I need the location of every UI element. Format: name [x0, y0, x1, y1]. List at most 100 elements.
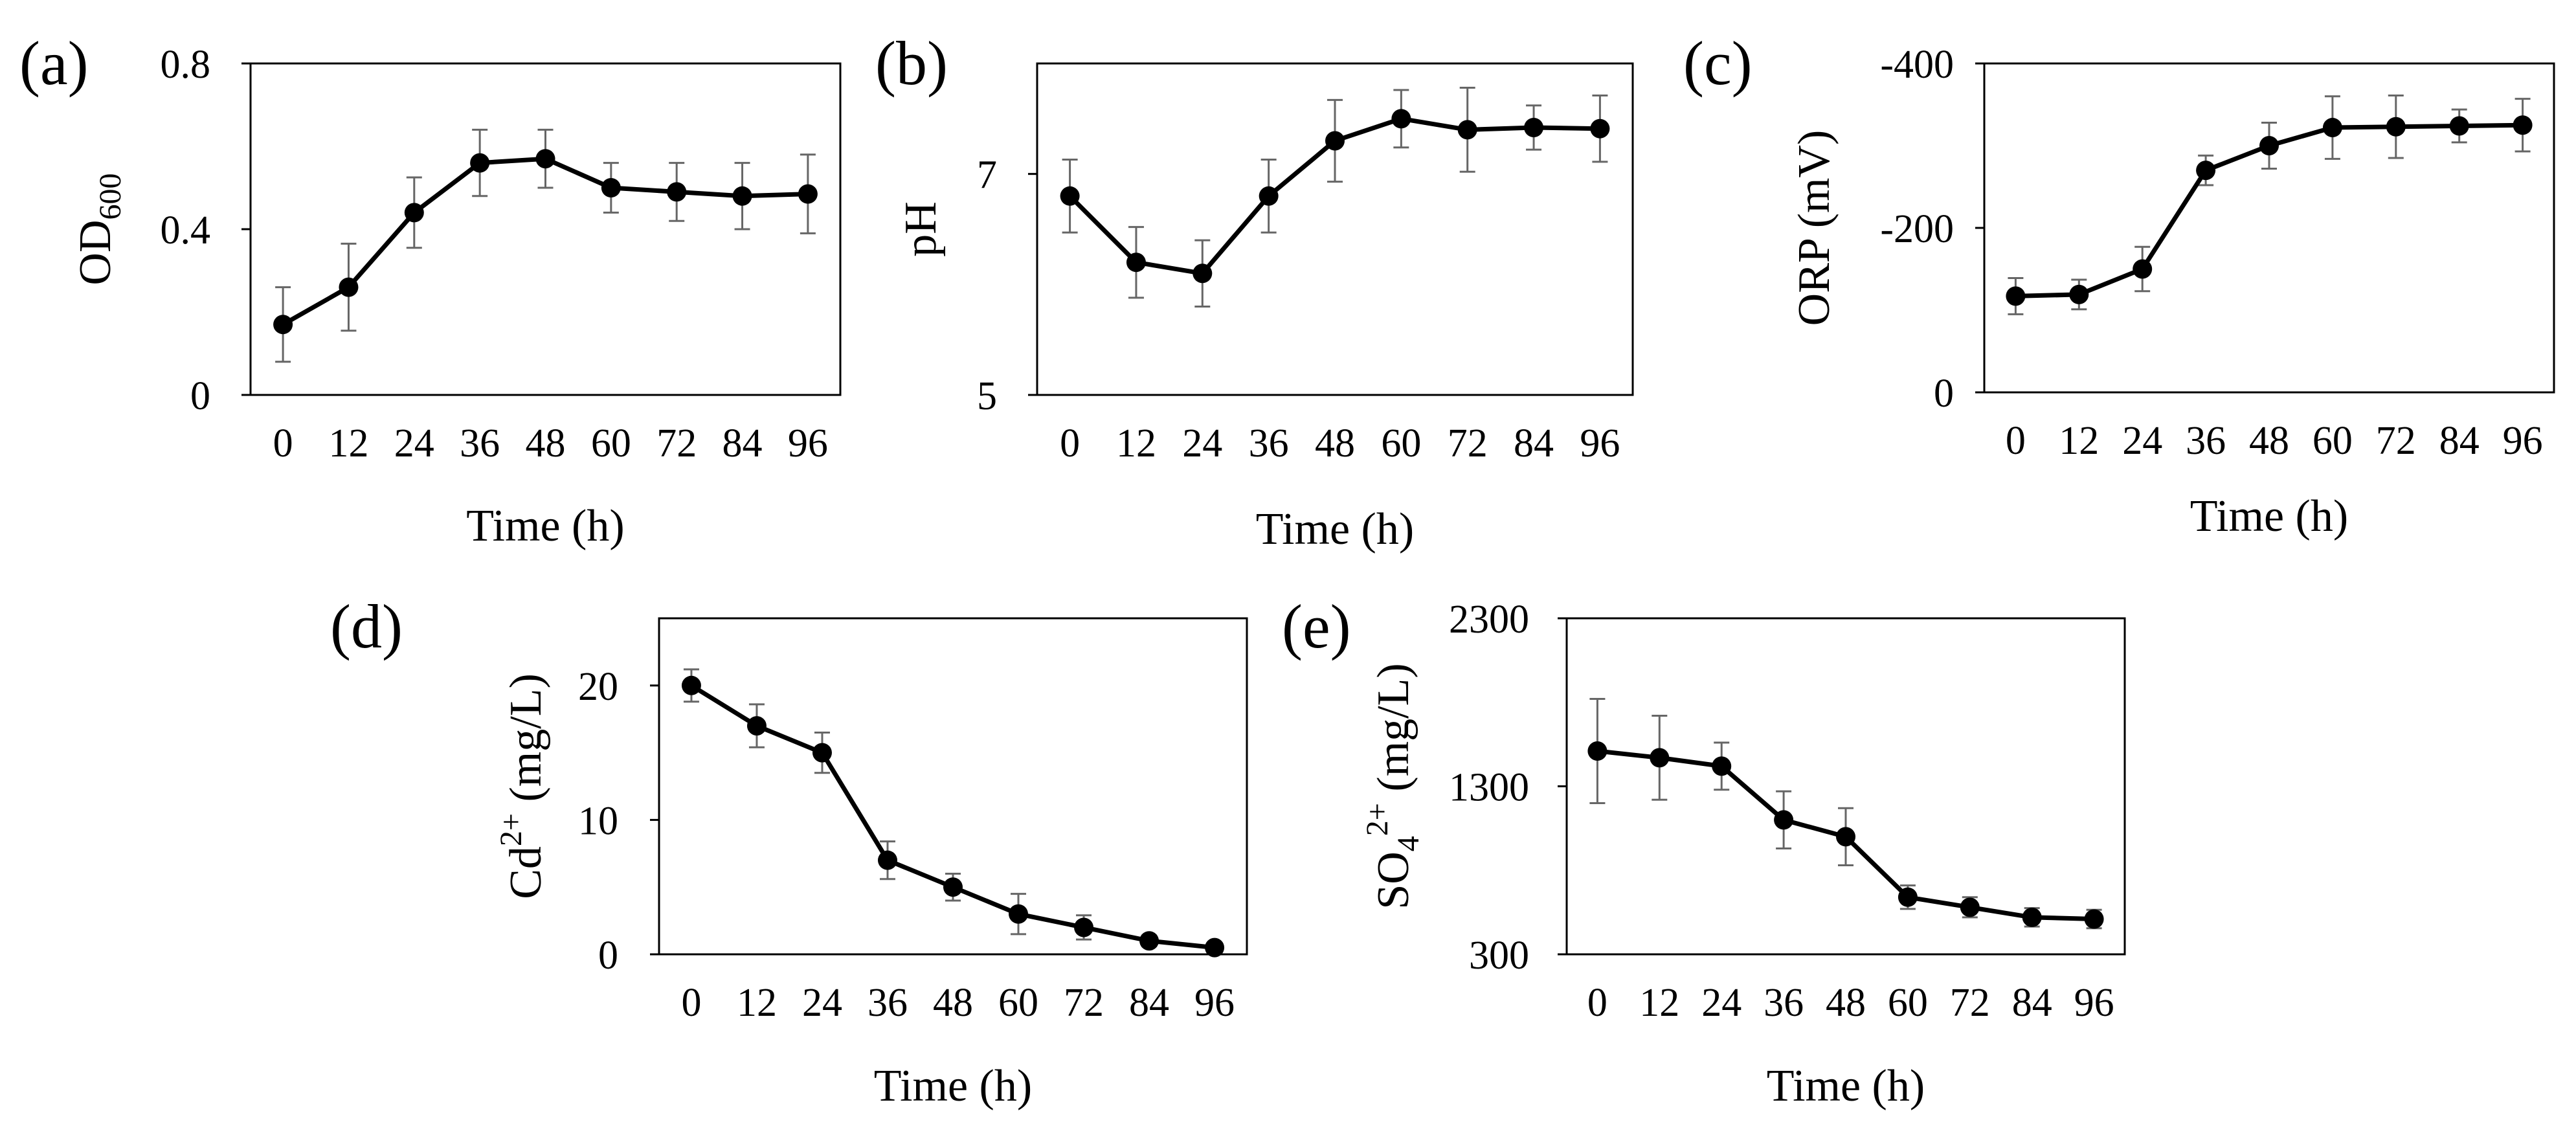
- panel-label: (b): [875, 28, 948, 98]
- data-point: [1193, 264, 1213, 284]
- plot-frame: [1983, 62, 2555, 394]
- x-tick-label: 84: [1514, 421, 1554, 466]
- data-point: [1712, 756, 1732, 776]
- x-tick-label: 96: [1194, 981, 1235, 1025]
- x-tick-label: 48: [526, 421, 566, 466]
- data-point: [2259, 136, 2279, 155]
- y-axis-title-main: Cd: [501, 846, 551, 899]
- data-point: [943, 877, 963, 897]
- y-axis-title: SO42+ (mg/L): [1360, 663, 1426, 909]
- data-point: [2133, 259, 2153, 279]
- y-tick-label: 5: [977, 374, 997, 418]
- x-tick-label: 60: [1888, 981, 1928, 1025]
- y-axis-title-main: ORP (mV): [1789, 130, 1839, 326]
- x-tick-label: 36: [460, 421, 500, 466]
- y-tick-label: -200: [1880, 207, 1954, 251]
- x-tick-label: 48: [1826, 981, 1866, 1025]
- y-axis-title-subscript: 600: [93, 173, 128, 219]
- y-axis-title: Cd2+ (mg/L): [494, 673, 551, 899]
- data-point: [1391, 109, 1411, 129]
- series-line: [690, 683, 1215, 950]
- x-tick-label: 96: [1580, 421, 1620, 466]
- chart-panel-4: (d) 0 10 20 0 12 24 36 48 60 72 84 96 Time (h) Cd2+ (m…: [330, 592, 1248, 1111]
- y-tick-label: -400: [1880, 43, 1954, 87]
- x-tick-label: 84: [2439, 419, 2480, 463]
- y-axis-title-units: (mg/L): [501, 673, 551, 813]
- y-axis-title: ORP (mV): [1789, 130, 1839, 326]
- x-tick-label: 12: [2059, 419, 2099, 463]
- chart-panel-5: (e) 300 1300 2300 0 12 24 36 48 60 72 84 96 Time (h) S…: [1282, 592, 2126, 1111]
- data-point: [2322, 118, 2342, 138]
- data-point: [1774, 810, 1794, 830]
- data-point: [1259, 186, 1279, 206]
- data-point: [1836, 827, 1855, 847]
- y-tick-label: 0: [1934, 372, 1954, 416]
- x-tick-label: 24: [394, 421, 434, 466]
- y-axis-title: OD600: [71, 173, 128, 285]
- x-tick-label: 24: [2122, 419, 2162, 463]
- x-tick-label: 0: [1060, 421, 1080, 466]
- x-tick-label: 24: [1701, 981, 1742, 1025]
- x-tick-label: 96: [2074, 981, 2114, 1025]
- y-tick-label: 7: [977, 153, 997, 197]
- x-tick-label: 12: [1639, 981, 1679, 1025]
- x-tick-label: 0: [1587, 981, 1607, 1025]
- y-tick-label: 0: [190, 374, 210, 418]
- y-axis-title-subscript: 4: [1391, 836, 1426, 851]
- x-tick-label: 60: [998, 981, 1038, 1025]
- data-point: [2022, 907, 2042, 927]
- x-tick-label: 36: [868, 981, 908, 1025]
- data-point: [1126, 252, 1146, 273]
- y-tick-label: 20: [578, 665, 618, 709]
- y-axis-title-main: OD: [71, 219, 120, 285]
- y-axis-title-superscript: 2+: [494, 813, 528, 846]
- x-tick-label: 72: [1448, 421, 1488, 466]
- x-tick-label: 72: [1064, 981, 1104, 1025]
- x-tick-label: 0: [681, 981, 701, 1025]
- data-point: [273, 315, 293, 335]
- data-point: [470, 153, 490, 173]
- data-point: [1590, 118, 1610, 139]
- data-point: [1960, 897, 1980, 917]
- plot-frame: [1036, 62, 1634, 396]
- chart-panel-3: (c) 0 -200 -400 0 12 24 36 48 60 72 84 96 Time (h) ORP…: [1683, 28, 2555, 541]
- x-tick-label: 48: [1315, 421, 1355, 466]
- x-tick-label: 60: [2313, 419, 2353, 463]
- panel-label: (c): [1683, 28, 1753, 98]
- x-axis-title: Time (h): [2190, 491, 2348, 541]
- x-tick-label: 60: [591, 421, 631, 466]
- x-tick-label: 96: [788, 421, 828, 466]
- data-point: [1457, 120, 1477, 140]
- x-tick-label: 12: [1116, 421, 1156, 466]
- data-point: [2196, 161, 2216, 181]
- x-tick-label: 0: [273, 421, 293, 466]
- x-tick-label: 36: [2186, 419, 2226, 463]
- data-point: [812, 743, 832, 763]
- data-point: [1587, 741, 1607, 761]
- x-axis-title: Time (h): [874, 1061, 1032, 1111]
- data-point: [404, 203, 424, 223]
- data-point: [535, 149, 555, 169]
- x-tick-label: 84: [722, 421, 763, 466]
- data-point: [2386, 117, 2406, 137]
- y-tick-label: 0: [598, 934, 618, 978]
- data-point: [798, 184, 818, 204]
- data-point: [877, 850, 897, 870]
- data-point: [1898, 887, 1918, 907]
- data-point: [2513, 115, 2533, 135]
- plot-frame: [249, 62, 842, 396]
- x-tick-label: 96: [2503, 419, 2543, 463]
- data-point: [1009, 904, 1029, 924]
- data-point: [1074, 917, 1094, 937]
- x-tick-label: 0: [2006, 419, 2026, 463]
- x-tick-label: 24: [1182, 421, 1222, 466]
- x-tick-label: 12: [328, 421, 368, 466]
- chart-panel-2: (b) 5 7 0 12 24 36 48 60 72 84 96 Time (h) pH: [875, 28, 1634, 554]
- y-axis-title: pH: [896, 201, 946, 257]
- x-tick-label: 36: [1764, 981, 1804, 1025]
- data-point: [1205, 937, 1225, 958]
- data-point: [2449, 116, 2469, 136]
- x-tick-label: 60: [1381, 421, 1421, 466]
- data-point: [1060, 186, 1080, 206]
